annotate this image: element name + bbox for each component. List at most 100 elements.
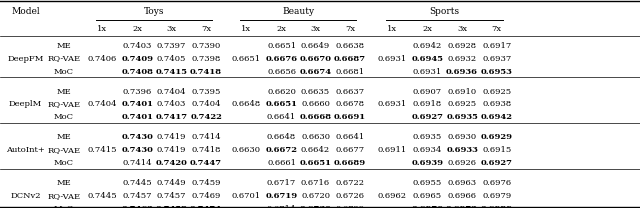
Text: 0.6942: 0.6942	[481, 113, 513, 121]
Text: 0.7414: 0.7414	[191, 133, 221, 141]
Text: 0.7415: 0.7415	[156, 68, 188, 76]
Text: 0.6931: 0.6931	[378, 55, 407, 63]
Text: 0.6918: 0.6918	[413, 100, 442, 108]
Text: 0.6910: 0.6910	[447, 88, 477, 95]
Text: 0.6701: 0.6701	[232, 192, 261, 200]
Text: RQ-VAE: RQ-VAE	[47, 146, 81, 154]
Text: 0.7414: 0.7414	[123, 159, 152, 167]
Text: 0.6965: 0.6965	[413, 192, 442, 200]
Text: 0.6641: 0.6641	[335, 133, 365, 141]
Text: AutoInt+: AutoInt+	[6, 146, 45, 154]
Text: 0.7404: 0.7404	[88, 100, 117, 108]
Text: 0.7406: 0.7406	[88, 55, 117, 63]
Text: 0.6637: 0.6637	[335, 88, 365, 95]
Text: 0.6681: 0.6681	[335, 68, 365, 76]
Text: 0.7405: 0.7405	[157, 55, 186, 63]
Text: 7x: 7x	[201, 25, 211, 33]
Text: 0.6687: 0.6687	[334, 55, 366, 63]
Text: Model: Model	[12, 7, 40, 16]
Text: 0.6925: 0.6925	[482, 88, 511, 95]
Text: 0.6935: 0.6935	[413, 133, 442, 141]
Text: 7x: 7x	[345, 25, 355, 33]
Text: 0.7430: 0.7430	[122, 133, 154, 141]
Text: MoC: MoC	[54, 68, 74, 76]
Text: 0.6966: 0.6966	[447, 192, 477, 200]
Text: 0.7447: 0.7447	[190, 159, 222, 167]
Text: 0.6726: 0.6726	[335, 192, 365, 200]
Text: 0.7396: 0.7396	[123, 88, 152, 95]
Text: 1x: 1x	[241, 25, 252, 33]
Text: 3x: 3x	[457, 25, 467, 33]
Text: 0.7418: 0.7418	[191, 146, 221, 154]
Text: 0.7445: 0.7445	[123, 179, 152, 187]
Text: 0.6979: 0.6979	[482, 192, 511, 200]
Text: 7x: 7x	[492, 25, 502, 33]
Text: 0.6656: 0.6656	[267, 68, 296, 76]
Text: 0.6937: 0.6937	[482, 55, 511, 63]
Text: 0.6930: 0.6930	[447, 133, 477, 141]
Text: MoC: MoC	[54, 113, 74, 121]
Text: 0.6649: 0.6649	[301, 42, 330, 50]
Text: 0.7458: 0.7458	[156, 205, 188, 208]
Text: 0.7420: 0.7420	[156, 159, 188, 167]
Text: 0.6651: 0.6651	[266, 100, 298, 108]
Text: Sports: Sports	[429, 7, 460, 16]
Text: Beauty: Beauty	[282, 7, 314, 16]
Text: 0.6668: 0.6668	[300, 113, 332, 121]
Text: 0.7418: 0.7418	[190, 68, 222, 76]
Text: 2x: 2x	[422, 25, 433, 33]
Text: 0.7397: 0.7397	[157, 42, 186, 50]
Text: 0.7404: 0.7404	[157, 88, 186, 95]
Text: DeepFM: DeepFM	[8, 55, 44, 63]
Text: RQ-VAE: RQ-VAE	[47, 192, 81, 200]
Text: 0.6926: 0.6926	[447, 159, 477, 167]
Text: 0.6935: 0.6935	[446, 113, 478, 121]
Text: 0.6714: 0.6714	[267, 205, 296, 208]
Text: 0.6620: 0.6620	[267, 88, 296, 95]
Text: 0.6939: 0.6939	[412, 159, 444, 167]
Text: 0.6938: 0.6938	[482, 100, 511, 108]
Text: ME: ME	[56, 179, 72, 187]
Text: 0.6928: 0.6928	[447, 42, 477, 50]
Text: 0.7457: 0.7457	[123, 192, 152, 200]
Text: ME: ME	[56, 133, 72, 141]
Text: 0.7409: 0.7409	[122, 55, 154, 63]
Text: 0.6917: 0.6917	[482, 42, 511, 50]
Text: 0.6929: 0.6929	[481, 133, 513, 141]
Text: ME: ME	[56, 42, 72, 50]
Text: ME: ME	[56, 88, 72, 95]
Text: 0.6953: 0.6953	[481, 68, 513, 76]
Text: 0.6651: 0.6651	[232, 55, 261, 63]
Text: 0.6716: 0.6716	[301, 179, 330, 187]
Text: 0.7457: 0.7457	[157, 192, 186, 200]
Text: 0.6936: 0.6936	[446, 68, 478, 76]
Text: 0.7417: 0.7417	[156, 113, 188, 121]
Text: 0.6729: 0.6729	[335, 205, 365, 208]
Text: 0.6689: 0.6689	[334, 159, 366, 167]
Text: 0.6942: 0.6942	[413, 42, 442, 50]
Text: 0.6672: 0.6672	[266, 146, 298, 154]
Text: 2x: 2x	[132, 25, 143, 33]
Text: 1x: 1x	[387, 25, 397, 33]
Text: DCNv2: DCNv2	[10, 192, 41, 200]
Text: 0.6722: 0.6722	[335, 179, 365, 187]
Text: 0.6932: 0.6932	[447, 55, 477, 63]
Text: 0.6642: 0.6642	[301, 146, 330, 154]
Text: 0.6638: 0.6638	[335, 42, 365, 50]
Text: 0.6648: 0.6648	[267, 133, 296, 141]
Text: 0.6630: 0.6630	[301, 133, 330, 141]
Text: RQ-VAE: RQ-VAE	[47, 55, 81, 63]
Text: 0.6660: 0.6660	[301, 100, 330, 108]
Text: 0.6931: 0.6931	[378, 100, 407, 108]
Text: 0.7474: 0.7474	[190, 205, 222, 208]
Text: 0.7449: 0.7449	[157, 179, 186, 187]
Text: 0.6691: 0.6691	[334, 113, 366, 121]
Text: 0.7408: 0.7408	[122, 68, 154, 76]
Text: 0.6717: 0.6717	[267, 179, 296, 187]
Text: 0.6907: 0.6907	[413, 88, 442, 95]
Text: 0.7398: 0.7398	[191, 55, 221, 63]
Text: 0.6970: 0.6970	[412, 205, 444, 208]
Text: MoC: MoC	[54, 159, 74, 167]
Text: 0.7459: 0.7459	[191, 179, 221, 187]
Text: 0.7445: 0.7445	[88, 192, 117, 200]
